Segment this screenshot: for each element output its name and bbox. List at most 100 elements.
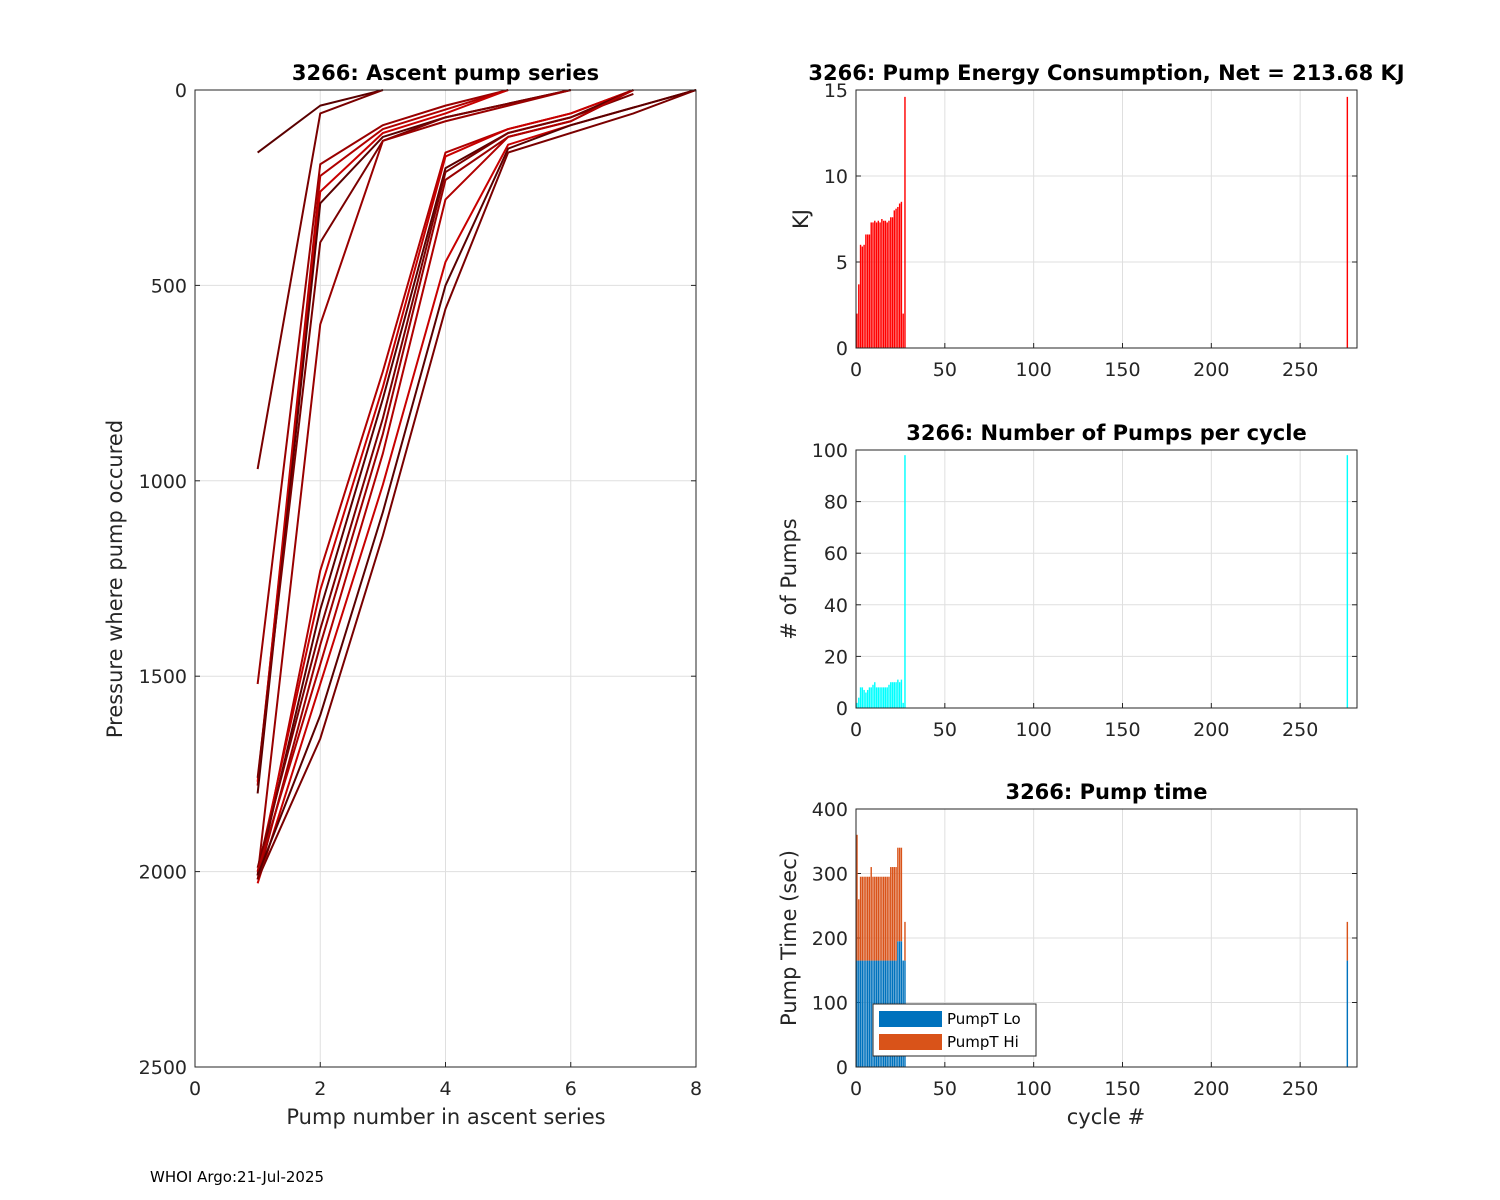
pump-count-bar xyxy=(868,687,871,708)
energy-bar xyxy=(863,244,865,348)
ascent-series-line xyxy=(256,89,634,872)
energy-bar xyxy=(858,284,860,348)
x-tick-label: 200 xyxy=(1193,1078,1229,1100)
x-tick-label: 150 xyxy=(1104,359,1140,381)
pump-count-bar xyxy=(888,684,890,708)
y-tick-label: 0 xyxy=(836,1057,848,1079)
pump-count-bar xyxy=(897,679,899,708)
x-tick-label: 50 xyxy=(933,719,957,741)
energy-bar xyxy=(870,222,872,348)
pumpt-lo-bar xyxy=(866,960,869,1067)
x-tick-label: 0 xyxy=(850,719,862,741)
y-tick-label: 100 xyxy=(812,440,848,462)
x-tick-label: 0 xyxy=(850,359,862,381)
y-tick-label: 1000 xyxy=(139,471,187,493)
pumpt-hi-bar xyxy=(898,847,901,942)
pumpt-hi-bar xyxy=(881,876,883,961)
pump-count-bar xyxy=(874,682,876,708)
pump-count-bar xyxy=(890,682,892,708)
pump-count-bar xyxy=(881,687,883,708)
pumpt-lo-bar xyxy=(870,960,872,1067)
pumpt-lo-bar xyxy=(859,960,862,1067)
pump-count-bar xyxy=(1346,455,1349,708)
pumpt-hi-bar xyxy=(882,876,885,961)
ascent-series-line xyxy=(256,92,634,868)
pump-count-bar xyxy=(872,684,874,708)
pump-count-bar xyxy=(866,689,869,708)
pump-count-bar xyxy=(900,679,903,708)
pumpt-hi-bar xyxy=(861,876,864,961)
ascent-series-line xyxy=(256,89,384,470)
plot-border xyxy=(194,89,697,1068)
pump-count-bar xyxy=(863,689,865,708)
plot-background xyxy=(856,450,1357,708)
pumpt-hi-bar xyxy=(872,876,874,961)
x-tick-label: 4 xyxy=(439,1078,451,1100)
pump-time-chart: 3266: Pump time 0 50 100 150 200 250 0 100 200 30… xyxy=(777,780,1358,1129)
x-tick-label: 100 xyxy=(1016,719,1052,741)
pump-count-bar xyxy=(886,687,888,708)
energy-chart: 3266: Pump Energy Consumption, Net = 213… xyxy=(789,61,1405,381)
y-tick-label: 40 xyxy=(824,595,848,617)
x-tick-label: 50 xyxy=(933,359,957,381)
energy-bar xyxy=(886,222,888,348)
energy-bar xyxy=(897,206,899,348)
legend-swatch-pumpt-lo xyxy=(879,1011,942,1027)
ascent-chart-xlabel: Pump number in ascent series xyxy=(286,1105,605,1129)
y-tick-label: 1500 xyxy=(139,666,187,688)
x-tick-label: 200 xyxy=(1193,359,1229,381)
y-tick-label: 500 xyxy=(151,275,187,297)
x-tick-label: 2 xyxy=(314,1078,326,1100)
y-tick-label: 5 xyxy=(836,252,848,274)
pumpt-hi-bar xyxy=(890,867,892,961)
energy-bar xyxy=(890,217,892,348)
ascent-series-line xyxy=(256,89,634,872)
y-tick-label: 200 xyxy=(812,928,848,950)
x-tick-label: 150 xyxy=(1104,719,1140,741)
y-tick-label: 80 xyxy=(824,492,848,514)
energy-bar xyxy=(881,219,883,348)
pumpt-hi-bar xyxy=(863,876,865,961)
energy-bar xyxy=(866,234,869,348)
pumpt-hi-bar xyxy=(856,834,858,961)
pump-count-bar xyxy=(859,687,862,708)
y-tick-label: 100 xyxy=(812,993,848,1015)
y-tick-label: 15 xyxy=(824,80,848,102)
energy-chart-ylabel: KJ xyxy=(789,209,813,229)
pump-count-bar xyxy=(891,682,894,708)
y-tick-label: 60 xyxy=(824,543,848,565)
pump-time-legend: PumpT Lo PumpT Hi xyxy=(872,1003,1037,1057)
plot-border xyxy=(855,808,1358,1068)
ascent-series-line xyxy=(256,89,509,685)
y-tick-label: 2500 xyxy=(139,1057,187,1079)
pump-count-bar xyxy=(895,682,897,708)
pump-count-bar xyxy=(882,687,885,708)
legend-swatch-pumpt-hi xyxy=(879,1034,942,1050)
ascent-series-line xyxy=(256,89,571,876)
pump-count-bar xyxy=(865,692,867,708)
legend-label-pumpt-hi: PumpT Hi xyxy=(947,1033,1019,1051)
y-tick-label: 0 xyxy=(175,80,187,102)
plot-border xyxy=(855,89,1358,349)
y-tick-label: 20 xyxy=(824,646,848,668)
y-tick-label: 2000 xyxy=(139,862,187,884)
pumpt-lo-bar xyxy=(865,960,867,1067)
pump-count-bar xyxy=(877,687,880,708)
energy-bar xyxy=(895,208,897,348)
pump-time-chart-plot-area: 0 50 100 150 200 250 0 100 200 300 400 xyxy=(812,799,1358,1100)
energy-bar xyxy=(875,222,878,348)
plot-border xyxy=(855,449,1358,709)
y-tick-label: 300 xyxy=(812,864,848,886)
pump-count-bar xyxy=(898,682,901,708)
x-tick-label: 0 xyxy=(189,1078,201,1100)
pump-count-bar xyxy=(904,455,906,708)
energy-bar xyxy=(856,313,858,348)
pump-count-bar xyxy=(856,702,858,708)
y-tick-label: 0 xyxy=(836,338,848,360)
footer-credit: WHOI Argo:21-Jul-2025 xyxy=(150,1168,324,1186)
pumpt-lo-bar xyxy=(863,960,865,1067)
plot-background xyxy=(856,90,1357,348)
energy-bar xyxy=(900,201,903,348)
energy-bar xyxy=(884,220,887,348)
pumps-chart-plot-area: 0 50 100 150 200 250 0 20 40 60 80 100 xyxy=(812,440,1358,741)
